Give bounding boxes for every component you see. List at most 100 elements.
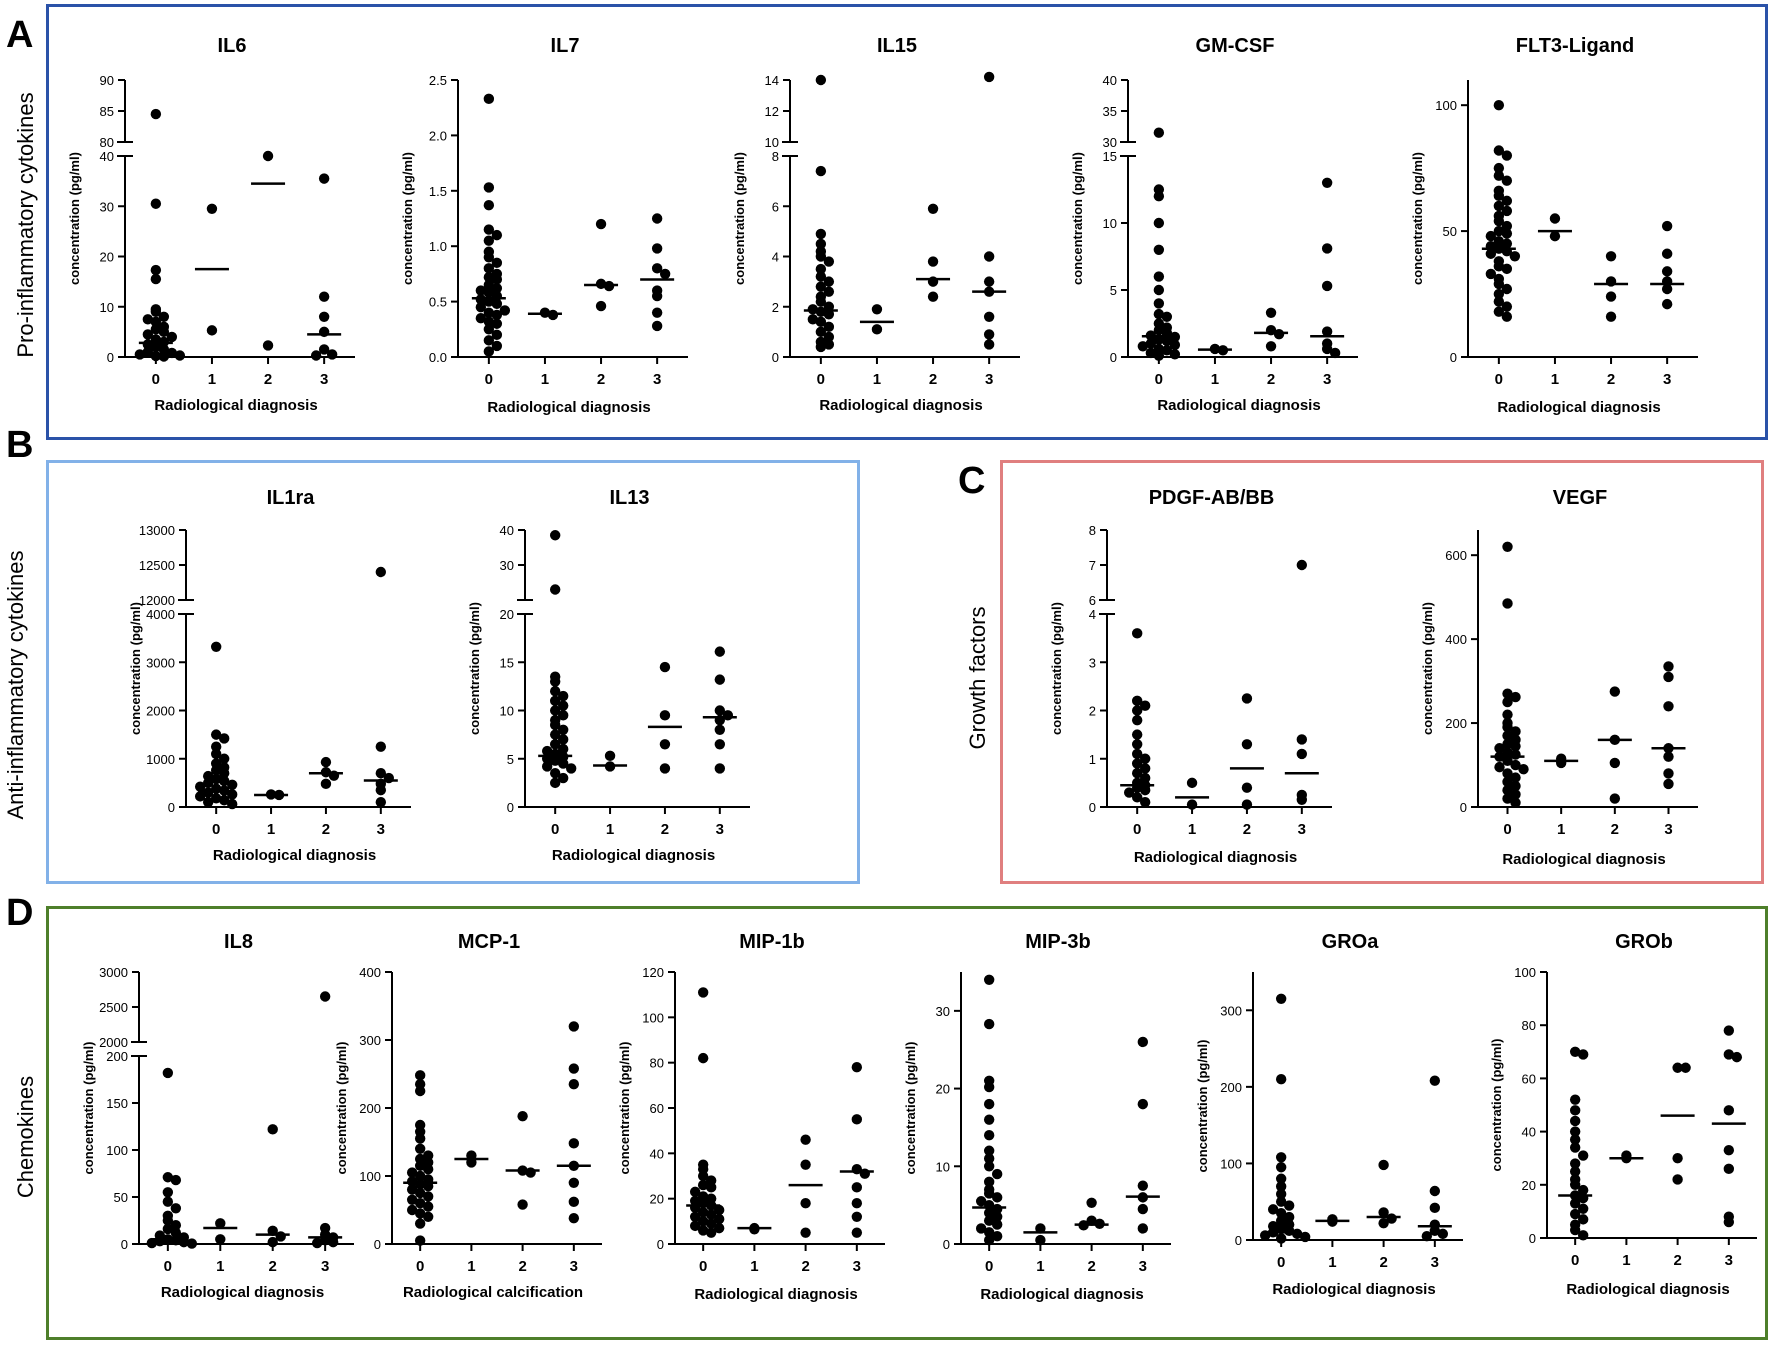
data-point [1549, 230, 1561, 242]
y-axis-label: concentration (pg/ml) [1070, 152, 1085, 285]
data-point [1510, 759, 1521, 771]
y-tick-label: 0 [1235, 1233, 1242, 1248]
data-point [568, 1021, 580, 1032]
data-point [1493, 190, 1505, 202]
x-tick-label: 1 [1551, 371, 1559, 388]
data-point [549, 777, 561, 789]
data-point [983, 329, 995, 340]
data-point [1502, 730, 1513, 741]
data-point [1502, 785, 1513, 796]
y-axis-label: concentration (pg/ml) [732, 152, 747, 285]
data-point [226, 798, 238, 810]
data-point [1429, 1075, 1441, 1086]
x-axis-label: Radiological diagnosis [1502, 851, 1665, 868]
data-point [162, 1223, 174, 1235]
x-tick-label: 3 [1725, 1252, 1733, 1269]
y-axis-label: concentration (pg/ml) [1410, 152, 1425, 285]
data-point [483, 93, 495, 105]
data-point [1577, 1214, 1589, 1225]
data-point [414, 1160, 426, 1172]
data-point [1569, 1134, 1581, 1145]
chart-vegf: 0 200 400 600 0 1 2 3 VEGF Radiological diagnosis… [1420, 487, 1698, 868]
x-tick-label: 0 [1133, 821, 1141, 838]
data-point [541, 761, 553, 772]
y-axis-label: concentration (pg/ml) [400, 152, 415, 285]
y-tick-label: 30 [1103, 135, 1117, 150]
data-point [1663, 671, 1674, 683]
data-point [262, 150, 274, 162]
y-tick-label: 0 [772, 350, 779, 365]
data-point [714, 724, 726, 735]
y-tick-label: 0 [1110, 350, 1117, 365]
data-point [1502, 755, 1513, 767]
x-axis-label: Radiological diagnosis [552, 847, 715, 864]
data-point [1609, 793, 1621, 804]
data-point [158, 351, 170, 362]
y-tick-label: 300 [359, 1033, 381, 1048]
y-tick-label: 0 [1460, 800, 1467, 815]
data-point [1723, 1105, 1735, 1116]
data-point [1723, 1145, 1735, 1156]
data-point [1661, 220, 1673, 232]
data-point [475, 301, 487, 313]
data-point [1296, 559, 1308, 571]
y-tick-label: 60 [1522, 1071, 1536, 1086]
y-axis-label: concentration (pg/ml) [1049, 602, 1064, 735]
data-point [713, 1204, 725, 1216]
x-tick-label: 0 [416, 1258, 424, 1275]
data-point [186, 1238, 198, 1249]
data-point [1429, 1202, 1441, 1214]
x-axis-label: Radiological diagnosis [161, 1284, 324, 1301]
data-point [568, 1196, 580, 1208]
data-point [851, 1182, 863, 1193]
data-point [150, 273, 162, 285]
y-tick-label: 20 [100, 250, 114, 265]
data-point [651, 290, 663, 302]
data-point [991, 1168, 1003, 1180]
x-tick-label: 2 [269, 1258, 277, 1275]
x-tick-label: 3 [985, 371, 993, 388]
data-point [983, 1098, 995, 1110]
x-tick-label: 1 [216, 1258, 224, 1275]
x-tick-label: 0 [985, 1258, 993, 1275]
x-tick-label: 2 [518, 1258, 526, 1275]
y-axis-label: concentration (pg/ml) [1195, 1040, 1210, 1173]
data-point [150, 108, 162, 120]
data-point [689, 1220, 701, 1232]
data-point [983, 339, 995, 350]
data-point [1577, 1230, 1589, 1241]
data-point [491, 329, 503, 341]
data-point [483, 346, 495, 357]
data-point [1723, 1025, 1735, 1036]
data-point [983, 1018, 995, 1030]
data-point [1502, 768, 1513, 779]
y-tick-label: 60 [650, 1101, 664, 1116]
data-point [210, 793, 222, 804]
data-point [1035, 1234, 1046, 1246]
x-tick-label: 1 [606, 821, 614, 838]
data-point [983, 1188, 995, 1199]
data-point [1609, 757, 1621, 769]
data-point [1485, 230, 1497, 242]
data-point [815, 271, 827, 282]
y-tick-label: 2000 [99, 1035, 128, 1050]
data-point [1493, 200, 1505, 212]
data-point [991, 1211, 1003, 1223]
data-point [1493, 99, 1505, 111]
y-tick-label: 2.5 [429, 73, 447, 88]
chart-title: FLT3-Ligand [1516, 35, 1635, 57]
data-point [414, 1170, 426, 1182]
data-point [414, 1218, 426, 1229]
data-point [983, 1161, 995, 1172]
data-point [1502, 541, 1513, 552]
data-point [150, 350, 162, 362]
data-point [651, 263, 663, 274]
data-point [807, 314, 819, 325]
data-point [1275, 1215, 1287, 1227]
x-tick-label: 0 [1503, 821, 1511, 838]
data-point [375, 768, 387, 779]
data-point [1131, 758, 1143, 769]
data-point [1153, 271, 1165, 282]
data-point [375, 784, 387, 796]
data-point [525, 1167, 536, 1178]
